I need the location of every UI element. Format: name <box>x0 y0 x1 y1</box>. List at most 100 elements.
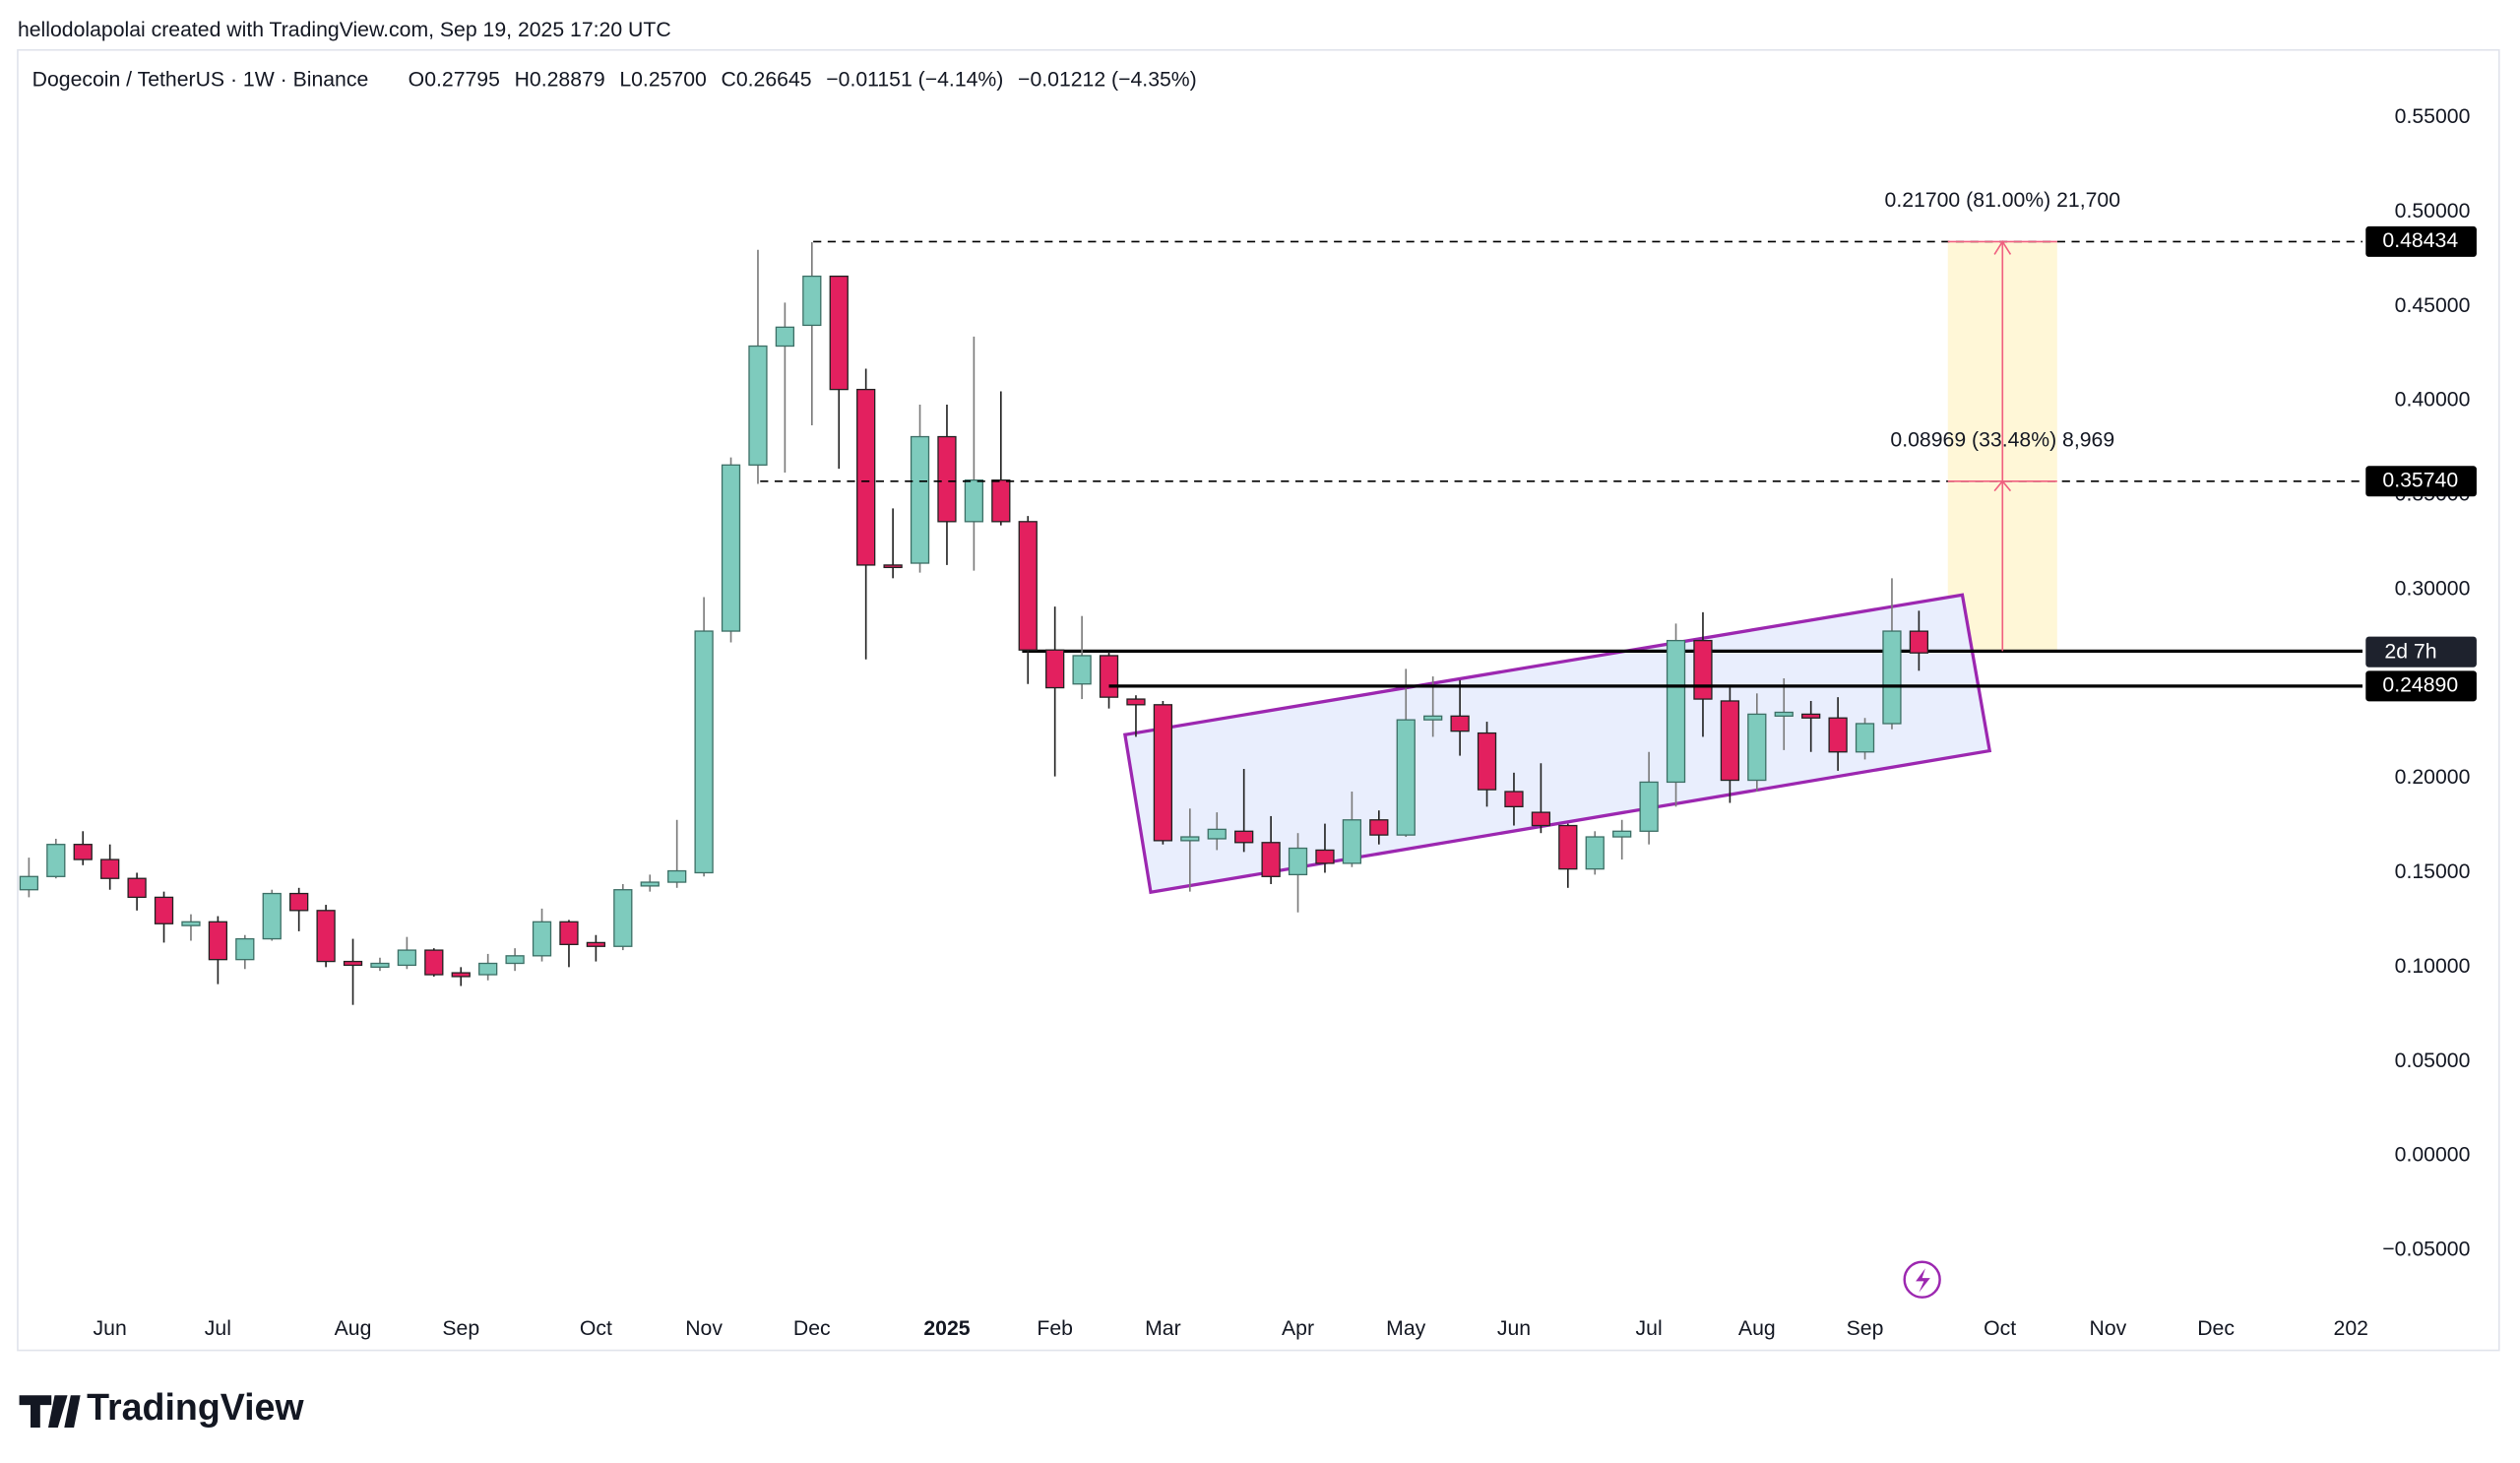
symbol-title: Dogecoin / TetherUS · 1W · Binance <box>32 68 369 91</box>
candle-body <box>964 478 984 523</box>
candle-body <box>397 949 417 967</box>
candle-body <box>1531 811 1551 827</box>
candle-body <box>289 892 309 912</box>
plot-frame <box>17 48 2500 1352</box>
candle-body <box>46 844 66 877</box>
x-tick-label: Dec <box>793 1317 831 1340</box>
candle-body <box>1180 836 1200 842</box>
level-label: 0.48434 <box>2382 229 2458 252</box>
arrow-head <box>1993 239 2012 255</box>
x-tick-label: Feb <box>1037 1317 1073 1340</box>
y-tick-label: 0.20000 <box>2395 766 2471 789</box>
brand-name: TradingView <box>87 1386 304 1428</box>
candle-body <box>613 889 633 947</box>
candle-body <box>1045 649 1065 689</box>
candle-body <box>505 955 525 965</box>
x-tick-label: 2025 <box>923 1317 970 1340</box>
candle-body <box>1558 824 1578 870</box>
candles <box>19 242 1929 1005</box>
candle-body <box>1207 828 1227 840</box>
x-tick-label: Dec <box>2197 1317 2235 1340</box>
candle-body <box>667 869 687 883</box>
candle-body <box>1261 842 1281 877</box>
x-tick-label: 202 <box>2334 1317 2368 1340</box>
candle-body <box>694 630 714 874</box>
brand-logo <box>19 1395 81 1428</box>
candle-body <box>1774 711 1794 717</box>
candle-body <box>316 910 336 963</box>
candle-body <box>748 345 768 466</box>
y-tick-label: 0.50000 <box>2395 200 2471 223</box>
candle-body <box>181 921 201 926</box>
measure-label: 0.21700 (81.00%) 21,700 <box>1885 189 2121 212</box>
candle-body <box>1882 630 1902 725</box>
candle-body <box>775 326 795 348</box>
ohlc-value: O0.27795 <box>409 68 500 91</box>
x-tick-label: Jul <box>1636 1317 1663 1340</box>
ohlc-value: L0.25700 <box>619 68 707 91</box>
candle-body <box>1369 819 1389 836</box>
ohlc-value: C0.26645 <box>722 68 812 91</box>
x-tick-label: Aug <box>1738 1317 1776 1340</box>
candle-body <box>235 937 255 961</box>
candle-body <box>1720 700 1740 782</box>
y-tick-label: 0.45000 <box>2395 294 2471 317</box>
candle-body <box>370 962 390 968</box>
level-label: 0.24890 <box>2382 673 2458 696</box>
x-tick-label: Sep <box>442 1317 479 1340</box>
candle-body <box>1855 723 1875 753</box>
candle-body <box>1585 836 1605 870</box>
level-tag <box>2365 670 2477 702</box>
candle-body <box>1153 704 1173 842</box>
candle-body <box>910 435 930 564</box>
x-tick-label: Jun <box>1497 1317 1531 1340</box>
candle-body <box>1477 732 1497 791</box>
candle-body <box>1612 830 1632 838</box>
brand: TradingView <box>19 1386 304 1428</box>
candle-body <box>1072 655 1092 685</box>
candle-body <box>1018 521 1038 651</box>
candle-body <box>1504 791 1524 808</box>
candle-body <box>73 844 93 860</box>
candle-body <box>559 921 579 945</box>
candle-body <box>883 564 903 569</box>
candle-body <box>478 962 498 976</box>
x-tick-label: Apr <box>1282 1317 1314 1340</box>
x-tick-label: Oct <box>580 1317 612 1340</box>
y-tick-label: 0.15000 <box>2395 860 2471 883</box>
candle-body <box>1828 717 1848 753</box>
candle-body <box>19 875 39 891</box>
candle-body <box>1450 715 1470 732</box>
ohlc-value: H0.28879 <box>515 68 605 91</box>
level-tag <box>2365 466 2477 497</box>
candle-body <box>1342 819 1362 864</box>
candle-body <box>991 478 1011 523</box>
x-tick-label: Jun <box>94 1317 127 1340</box>
candle-body <box>208 921 228 961</box>
legend: Dogecoin / TetherUS · 1W · Binance O0.27… <box>32 68 1197 91</box>
y-tick-label: 0.40000 <box>2395 389 2471 412</box>
candle-body <box>1126 698 1146 706</box>
candle-body <box>1396 719 1416 836</box>
y-tick-label: 0.10000 <box>2395 955 2471 978</box>
candle-body <box>1666 639 1686 784</box>
y-tick-label: 0.00000 <box>2395 1144 2471 1167</box>
measure-label: 0.08969 (33.48%) 8,969 <box>1890 429 2114 452</box>
event-bolt <box>1916 1268 1930 1293</box>
candle-body <box>262 892 282 940</box>
arrow-head <box>1993 479 2012 492</box>
countdown-box <box>2365 636 2477 668</box>
x-tick-label: Oct <box>1984 1317 2016 1340</box>
candle-body <box>1801 713 1821 719</box>
y-tick-label: 0.30000 <box>2395 577 2471 600</box>
candle-body <box>1315 849 1335 864</box>
x-tick-label: Mar <box>1145 1317 1181 1340</box>
candle-body <box>829 275 849 391</box>
x-tick-label: Nov <box>2090 1317 2127 1340</box>
candle-body <box>1693 639 1713 700</box>
candle-body <box>100 859 120 879</box>
y-tick-label: 0.05000 <box>2395 1050 2471 1072</box>
candle-body <box>532 921 552 957</box>
